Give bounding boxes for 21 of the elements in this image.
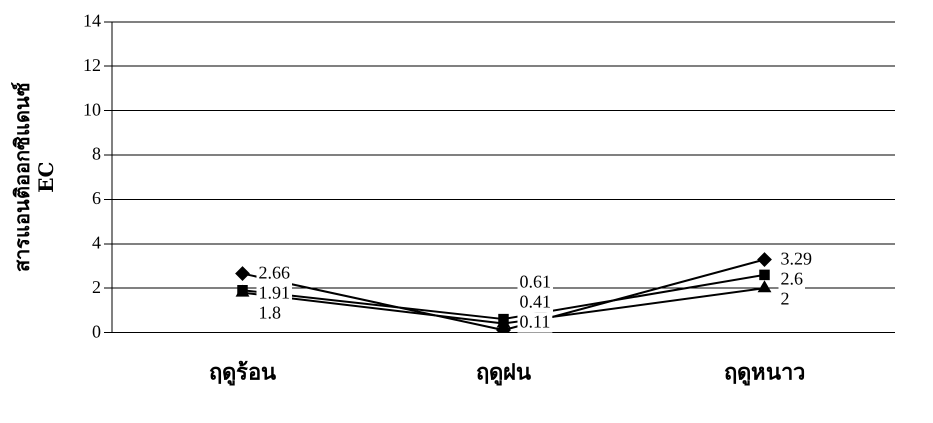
x-tick-label: ฤดูฝน [476, 360, 531, 387]
data-label: 1.8 [258, 302, 281, 322]
data-label: 2.6 [780, 268, 803, 288]
data-label: 0.61 [520, 271, 551, 292]
data-label: 1.91 [258, 282, 290, 302]
data-label: 2.66 [258, 262, 290, 282]
y-tick-label: 10 [83, 99, 101, 120]
x-tick-label: ฤดูร้อน [209, 360, 276, 387]
data-label: 0.11 [520, 311, 550, 332]
y-tick-label: 6 [92, 188, 101, 208]
y-tick-label: 8 [92, 144, 101, 164]
data-label: 3.29 [780, 248, 812, 268]
y-tick-label: 2 [92, 276, 101, 297]
y-tick-label: 12 [83, 54, 101, 75]
y-axis-title: สารแอนติออกซิแดนซ์ EC [10, 82, 58, 272]
data-label: 0.41 [520, 291, 551, 312]
y-tick-label: 14 [83, 10, 101, 31]
x-tick-label: ฤดูหนาว [724, 360, 805, 387]
y-tick-label: 4 [92, 232, 101, 253]
data-label: 2 [780, 288, 790, 308]
y-tick-label: 0 [92, 321, 101, 342]
